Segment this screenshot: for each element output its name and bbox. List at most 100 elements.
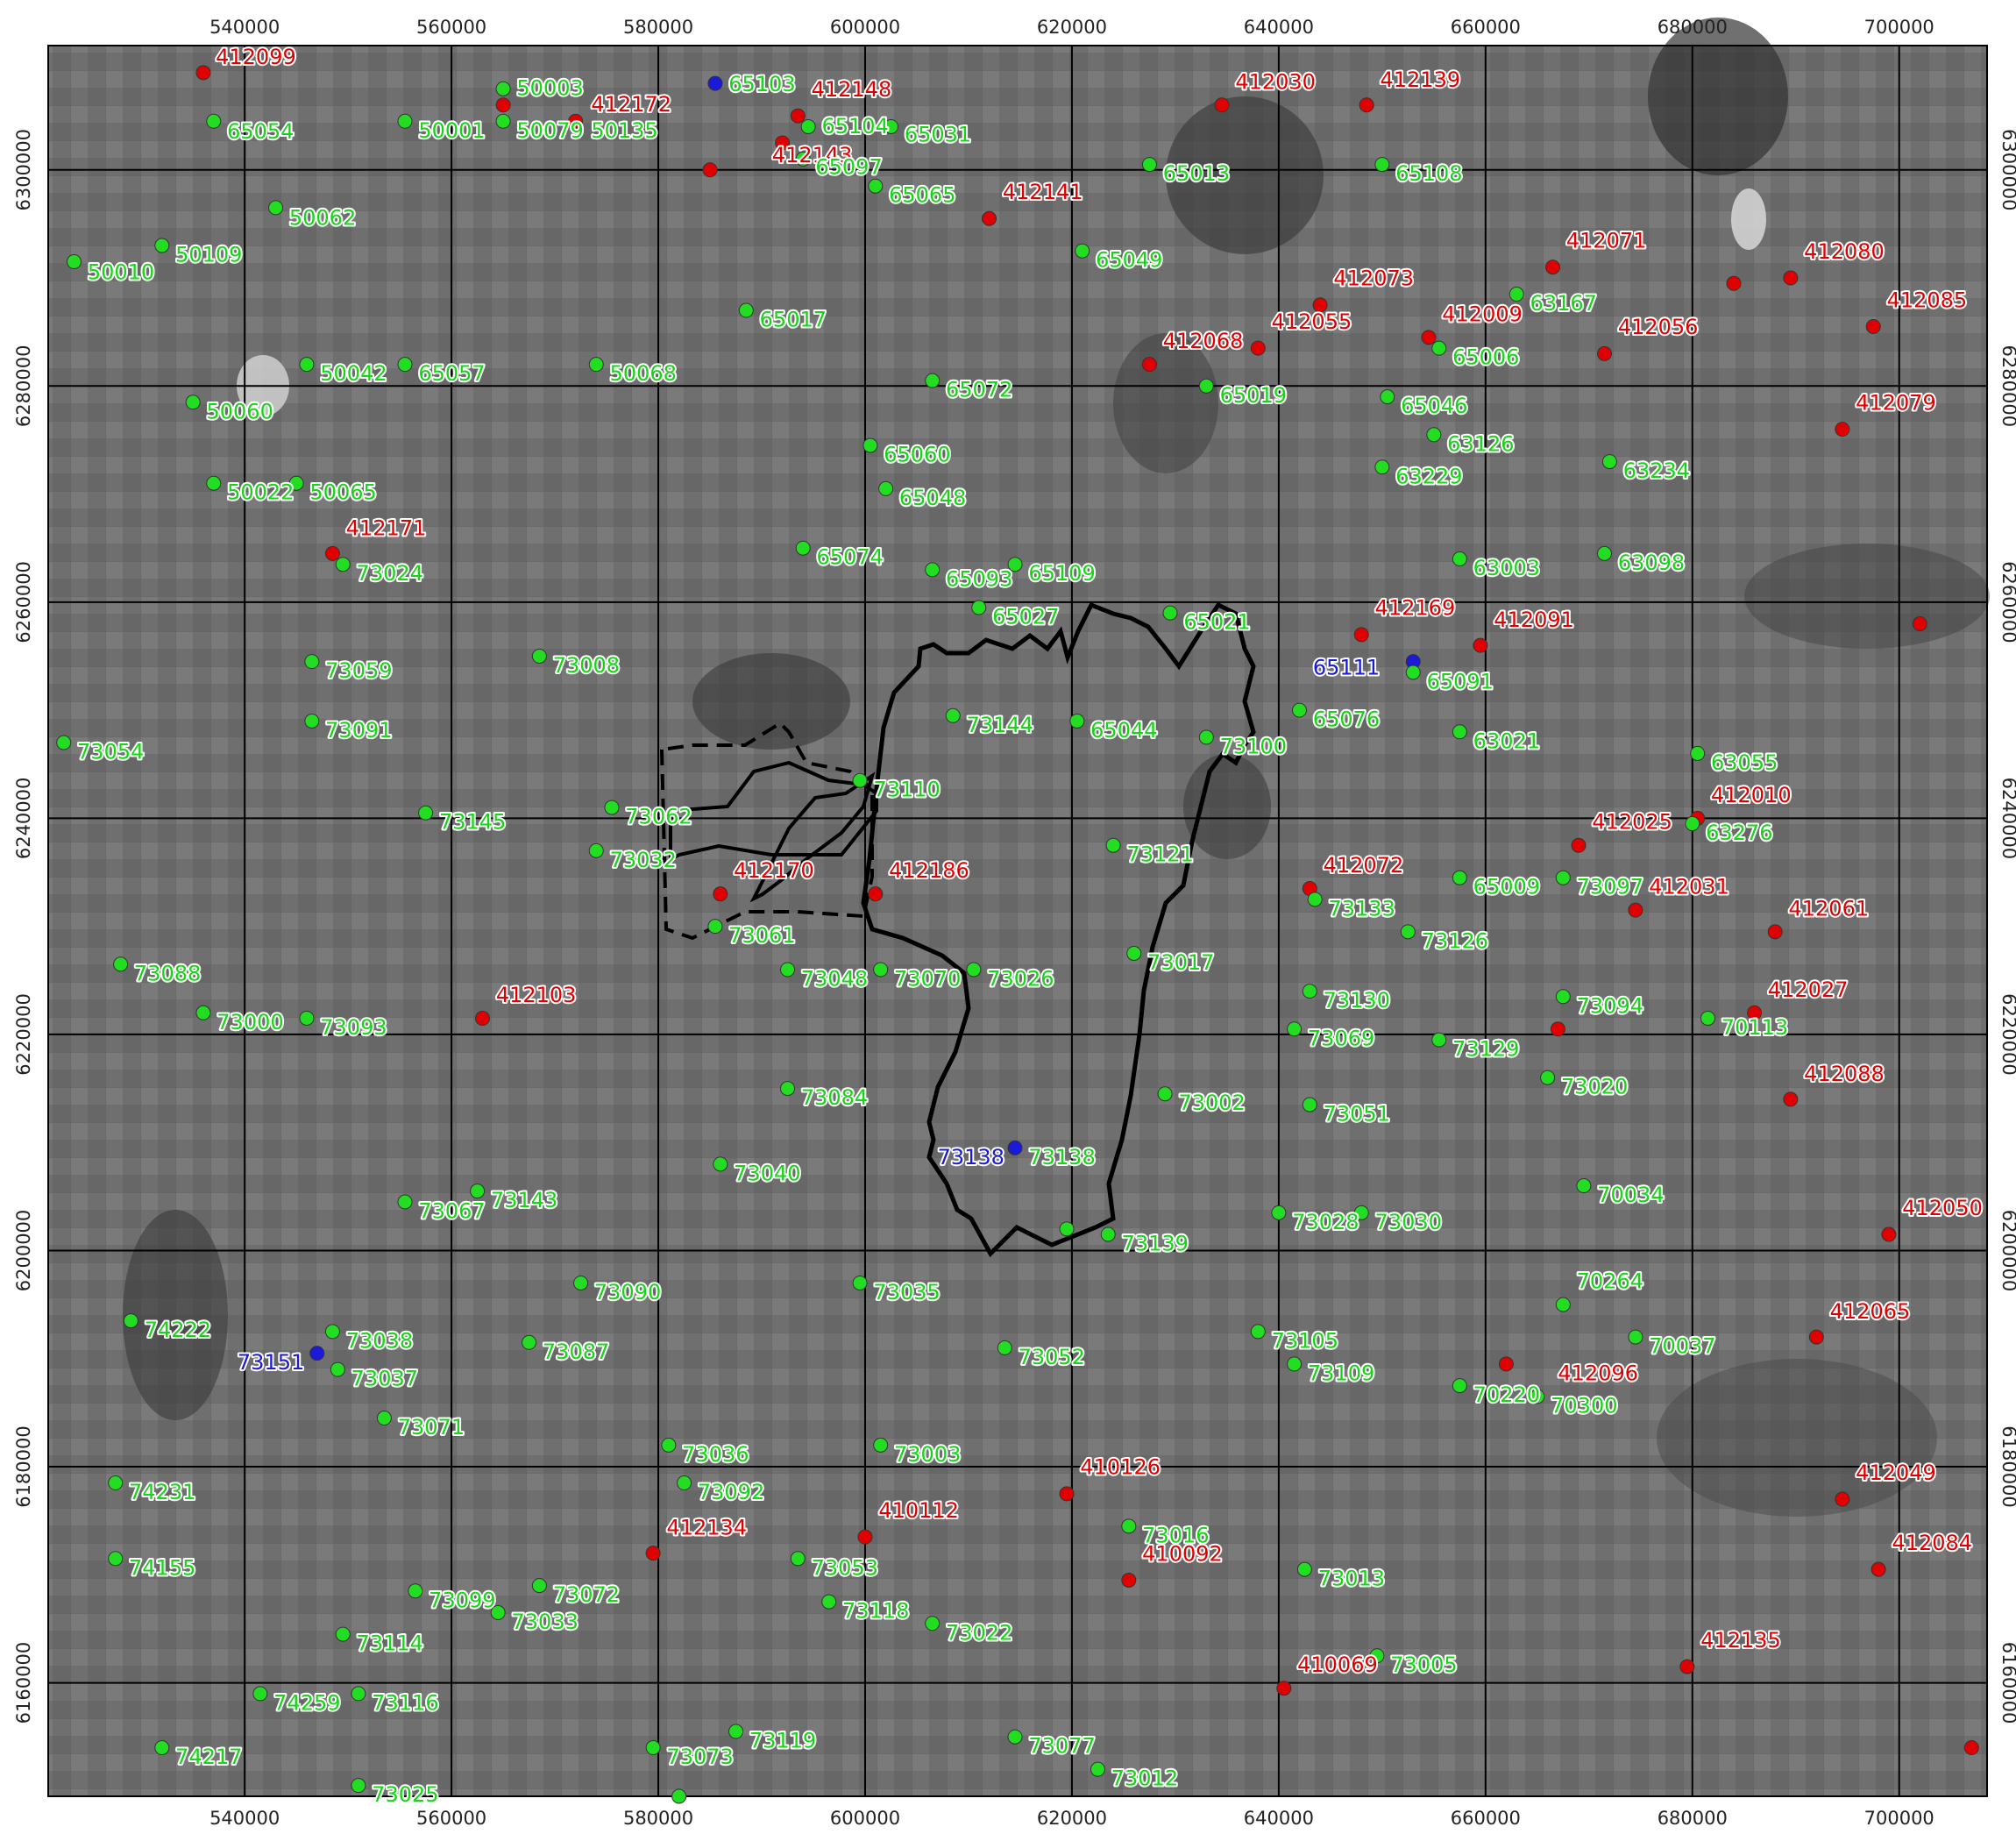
station-marker[interactable] (738, 302, 754, 318)
station-marker[interactable] (1059, 1221, 1075, 1237)
station-marker[interactable] (1090, 1761, 1105, 1777)
station-marker[interactable] (1421, 330, 1437, 345)
station-marker[interactable] (268, 200, 284, 216)
station-marker[interactable] (351, 1686, 366, 1702)
station-marker[interactable] (1007, 1729, 1023, 1745)
station-marker[interactable] (1276, 1681, 1292, 1696)
station-marker[interactable] (206, 475, 222, 491)
station-marker[interactable] (1271, 1205, 1287, 1220)
station-marker[interactable] (1783, 270, 1799, 286)
station-marker[interactable] (966, 962, 982, 977)
station-marker[interactable] (862, 437, 878, 453)
station-marker[interactable] (304, 713, 320, 729)
station-marker[interactable] (351, 1778, 366, 1794)
station-marker[interactable] (1452, 870, 1467, 885)
station-marker[interactable] (1685, 816, 1700, 832)
station-marker[interactable] (671, 1788, 687, 1804)
station-marker[interactable] (790, 108, 806, 124)
station-marker[interactable] (1126, 945, 1142, 961)
station-marker[interactable] (195, 65, 211, 81)
station-marker[interactable] (1550, 1021, 1565, 1037)
station-marker[interactable] (1198, 729, 1214, 745)
station-marker[interactable] (873, 962, 889, 977)
station-marker[interactable] (982, 210, 997, 226)
station-marker[interactable] (852, 1275, 868, 1290)
station-marker[interactable] (1726, 275, 1742, 291)
station-marker[interactable] (1307, 892, 1323, 907)
station-marker[interactable] (309, 1346, 325, 1361)
station-marker[interactable] (108, 1551, 124, 1567)
station-marker[interactable] (645, 1546, 661, 1561)
station-marker[interactable] (1100, 1226, 1116, 1242)
station-marker[interactable] (795, 540, 811, 556)
station-marker[interactable] (335, 557, 351, 572)
station-marker[interactable] (728, 1724, 744, 1739)
station-marker[interactable] (1059, 1486, 1075, 1502)
station-marker[interactable] (324, 1324, 340, 1340)
station-marker[interactable] (713, 1156, 728, 1172)
station-marker[interactable] (1157, 1086, 1173, 1102)
station-marker[interactable] (299, 1010, 315, 1026)
station-marker[interactable] (474, 1010, 490, 1026)
station-marker[interactable] (1426, 427, 1442, 443)
station-marker[interactable] (1865, 319, 1881, 335)
station-marker[interactable] (1374, 157, 1390, 173)
station-marker[interactable] (397, 357, 413, 373)
station-marker[interactable] (1105, 837, 1121, 853)
station-marker[interactable] (299, 357, 315, 373)
station-marker[interactable] (1783, 1091, 1799, 1107)
station-marker[interactable] (873, 1437, 889, 1453)
station-marker[interactable] (495, 81, 511, 96)
station-marker[interactable] (1700, 1010, 1715, 1026)
station-marker[interactable] (1571, 837, 1587, 853)
station-marker[interactable] (868, 178, 884, 194)
station-marker[interactable] (1555, 870, 1571, 885)
station-marker[interactable] (1431, 1032, 1447, 1048)
station-marker[interactable] (288, 475, 304, 491)
station-marker[interactable] (1353, 627, 1369, 643)
station-marker[interactable] (1555, 1297, 1571, 1312)
station-marker[interactable] (925, 562, 941, 578)
station-marker[interactable] (1555, 989, 1571, 1005)
station-marker[interactable] (1808, 1329, 1824, 1345)
station-marker[interactable] (335, 1626, 351, 1642)
station-marker[interactable] (304, 654, 320, 670)
station-marker[interactable] (997, 1340, 1012, 1355)
station-marker[interactable] (1963, 1740, 1979, 1756)
station-marker[interactable] (1374, 459, 1390, 475)
station-marker[interactable] (713, 886, 728, 902)
station-marker[interactable] (707, 919, 723, 935)
station-marker[interactable] (1628, 902, 1643, 918)
station-marker[interactable] (1369, 1648, 1385, 1664)
station-marker[interactable] (945, 707, 961, 723)
station-marker[interactable] (661, 1437, 677, 1453)
station-marker[interactable] (645, 1740, 661, 1756)
station-marker[interactable] (573, 1275, 589, 1290)
station-marker[interactable] (123, 1313, 138, 1329)
station-marker[interactable] (1596, 545, 1612, 561)
station-marker[interactable] (1679, 1659, 1695, 1674)
station-marker[interactable] (1576, 1178, 1592, 1194)
station-marker[interactable] (795, 151, 811, 167)
station-marker[interactable] (925, 1616, 941, 1631)
station-marker[interactable] (677, 1475, 692, 1491)
station-marker[interactable] (1835, 422, 1850, 437)
station-marker[interactable] (1405, 665, 1421, 680)
station-marker[interactable] (495, 113, 511, 129)
station-marker[interactable] (707, 75, 723, 91)
station-marker[interactable] (495, 97, 511, 113)
station-marker[interactable] (868, 886, 884, 902)
station-marker[interactable] (252, 1686, 268, 1702)
station-marker[interactable] (1881, 1226, 1897, 1242)
station-marker[interactable] (588, 842, 604, 858)
station-marker[interactable] (971, 600, 987, 615)
station-marker[interactable] (1302, 1097, 1317, 1112)
station-marker[interactable] (1198, 378, 1214, 394)
station-marker[interactable] (800, 118, 816, 134)
station-marker[interactable] (376, 1411, 392, 1426)
station-marker[interactable] (408, 1583, 423, 1599)
station-marker[interactable] (1353, 1205, 1369, 1220)
station-marker[interactable] (1296, 1561, 1312, 1577)
station-marker[interactable] (1596, 345, 1612, 361)
station-marker[interactable] (568, 113, 584, 129)
